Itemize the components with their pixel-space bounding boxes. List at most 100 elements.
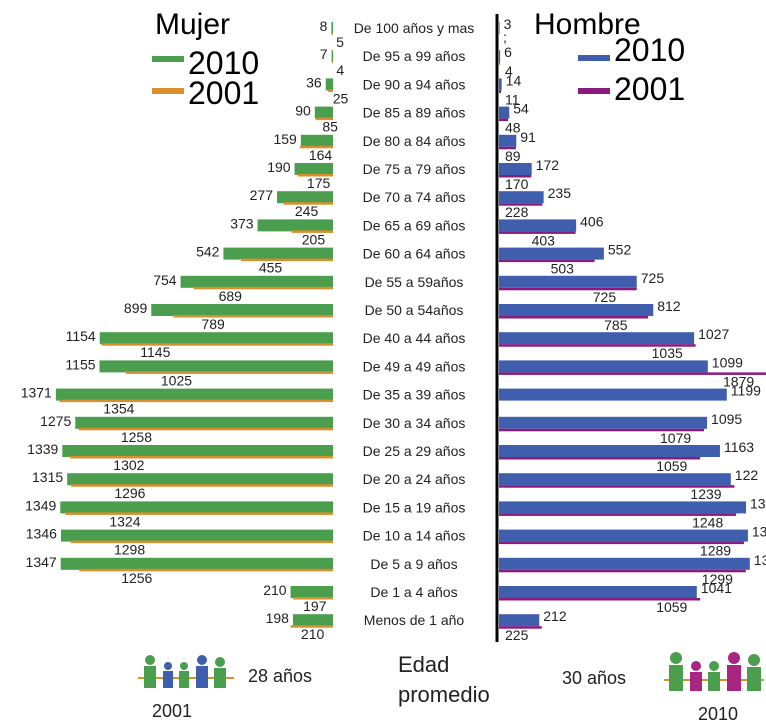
category-label: De 20 a 24 años bbox=[363, 471, 466, 487]
hombre-2001-value: 1059 bbox=[656, 599, 687, 615]
footer-left-age: 28 años bbox=[248, 666, 312, 686]
category-label: De 40 a 44 años bbox=[363, 330, 466, 346]
mujer-2010-bar bbox=[67, 473, 334, 486]
hombre-2001-value: 1239 bbox=[690, 486, 721, 502]
mujer-2001-value: 245 bbox=[295, 203, 319, 219]
mujer-2001-bar bbox=[327, 89, 333, 92]
hombre-2001-bar bbox=[499, 626, 542, 629]
mujer-2010-bar bbox=[294, 163, 333, 175]
mujer-2010-value: 7 bbox=[320, 46, 328, 62]
mujer-2001-bar bbox=[291, 230, 333, 233]
mujer-2001-bar bbox=[315, 117, 333, 121]
category-label: De 1 a 4 años bbox=[370, 584, 457, 600]
hombre-2010-value: 1099 bbox=[712, 354, 743, 370]
mujer-2001-bar bbox=[79, 568, 333, 572]
mujer-2010-value: 1154 bbox=[66, 328, 96, 344]
hombre-2001-value: 1879 bbox=[723, 373, 754, 389]
hombre-2010-value: 212 bbox=[543, 608, 567, 624]
mujer-2001-value: 1302 bbox=[113, 457, 144, 473]
hombre-legend-2001-swatch bbox=[578, 88, 610, 94]
footer-center-line2: promedio bbox=[398, 682, 490, 707]
hombre-2001-value: 785 bbox=[604, 317, 628, 333]
mujer-2001-bar bbox=[283, 202, 333, 205]
mujer-2001-value: 689 bbox=[219, 288, 243, 304]
mujer-2010-value: 1315 bbox=[32, 469, 63, 485]
mujer-legend-2001-swatch bbox=[152, 88, 184, 94]
mujer-2010-value: 90 bbox=[295, 103, 311, 119]
category-label: De 5 a 9 años bbox=[370, 556, 457, 572]
hombre-2001-bar bbox=[499, 569, 746, 573]
hombre-2001-bar bbox=[499, 598, 701, 601]
hombre-2001-value: 403 bbox=[532, 232, 556, 248]
hombre-2001-bar bbox=[499, 90, 502, 93]
mujer-2010-value: 159 bbox=[273, 131, 297, 147]
mujer-2001-value: 4 bbox=[336, 62, 344, 78]
mujer-2010-value: 1339 bbox=[27, 441, 58, 457]
hombre-2010-bar bbox=[499, 501, 746, 514]
mujer-2001-value: 164 bbox=[309, 147, 333, 163]
mujer-2001-bar bbox=[78, 427, 333, 431]
mujer-2010-bar bbox=[55, 388, 333, 401]
hombre-2001-value: 225 bbox=[505, 627, 529, 643]
category-label: De 30 a 34 años bbox=[363, 415, 466, 431]
mujer-2010-bar bbox=[257, 219, 333, 232]
hombre-2010-bar bbox=[499, 557, 750, 570]
mujer-2001-value: 1145 bbox=[140, 344, 170, 360]
hombre-2010-value: 6 bbox=[504, 44, 512, 60]
mujer-2010-bar bbox=[60, 529, 334, 542]
hombre-2001-bar bbox=[499, 231, 576, 234]
hombre-2010-bar bbox=[499, 614, 540, 627]
hombre-2001-bar bbox=[499, 485, 735, 488]
footer-right-age: 30 años bbox=[562, 668, 626, 688]
mujer-2010-bar bbox=[75, 416, 334, 429]
hombre-2010-bar bbox=[499, 445, 720, 457]
mujer-2010-value: 373 bbox=[230, 215, 254, 231]
mujer-2001-bar bbox=[65, 512, 333, 515]
family-icon-2010 bbox=[664, 652, 764, 691]
mujer-2010-bar bbox=[60, 501, 333, 514]
mujer-2010-value: 1346 bbox=[26, 526, 57, 542]
mujer-2001-bar bbox=[293, 597, 333, 600]
category-label: De 85 a 89 años bbox=[363, 105, 466, 121]
hombre-2010-bar bbox=[499, 473, 731, 486]
hombre-legend-2010-swatch bbox=[578, 55, 610, 61]
hombre-2010-bar bbox=[499, 360, 708, 373]
mujer-2001-bar bbox=[173, 315, 333, 318]
mujer-legend-2001-label: 2001 bbox=[188, 75, 259, 111]
mujer-2010-bar bbox=[277, 191, 333, 204]
mujer-2001-value: 5 bbox=[336, 34, 344, 50]
hombre-2001-value: 228 bbox=[505, 204, 529, 220]
hombre-2010-bar bbox=[499, 134, 517, 147]
hombre-legend-2010-label: 2010 bbox=[614, 32, 685, 68]
mujer-2001-bar bbox=[70, 540, 334, 544]
hombre-2001-bar bbox=[499, 62, 500, 65]
hombre-2010-value: 812 bbox=[657, 298, 681, 314]
hombre-2010-value: 725 bbox=[641, 270, 665, 286]
hombre-2001-bar bbox=[499, 259, 595, 263]
hombre-2010-bar bbox=[499, 586, 697, 598]
hombre-2010-bar bbox=[499, 247, 604, 260]
hombre-2010-value: 235 bbox=[548, 185, 572, 201]
mujer-2001-bar bbox=[297, 174, 333, 177]
hombre-2010-bar bbox=[499, 416, 708, 429]
mujer-2010-bar bbox=[60, 557, 334, 570]
mujer-2001-value: 1258 bbox=[121, 429, 152, 445]
hombre-2010-value: 1095 bbox=[711, 411, 742, 427]
mujer-2010-bar bbox=[290, 586, 333, 598]
hombre-2010-value: 552 bbox=[608, 242, 632, 258]
mujer-2001-value: 1296 bbox=[114, 485, 145, 501]
hombre-2010-value: 172 bbox=[536, 157, 560, 173]
footer-center-line1: Edad bbox=[398, 652, 449, 677]
mujer-2001-bar bbox=[331, 33, 333, 36]
mujer-2010-value: 8 bbox=[320, 18, 328, 34]
mujer-2001-bar bbox=[71, 484, 333, 487]
mujer-2010-bar bbox=[325, 78, 333, 91]
category-label: Menos de 1 año bbox=[364, 612, 465, 628]
category-label: De 25 a 29 años bbox=[363, 443, 466, 459]
hombre-2010-value: 1027 bbox=[698, 326, 729, 342]
mujer-2010-value: 1349 bbox=[25, 497, 56, 513]
hombre-2001-value: 1035 bbox=[652, 345, 683, 361]
mujer-2010-value: 1371 bbox=[21, 385, 52, 401]
mujer-2001-value: 175 bbox=[307, 175, 331, 191]
